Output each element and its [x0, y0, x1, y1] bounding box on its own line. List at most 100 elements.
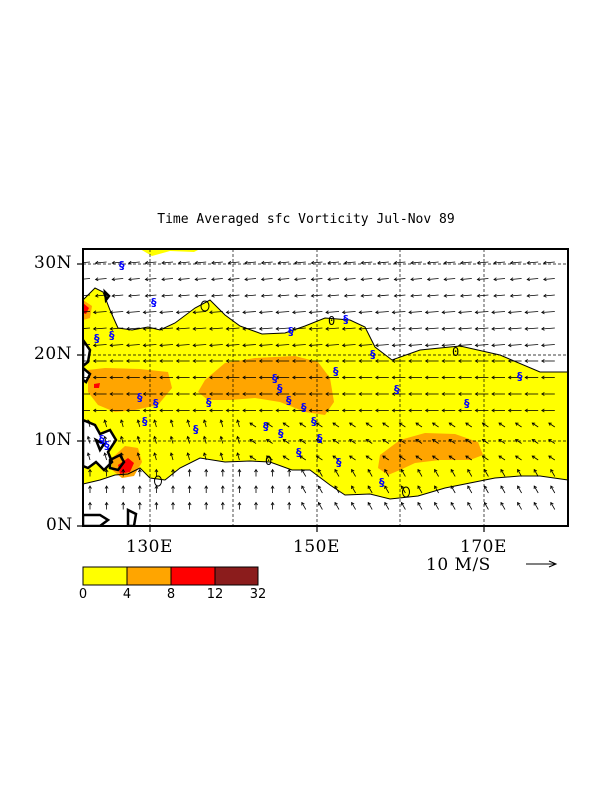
wind-vector-head [377, 277, 381, 282]
wind-vector-head [448, 455, 453, 459]
wind-vector-head [365, 455, 370, 459]
wind-vector-head [507, 359, 512, 363]
wind-vector-head [465, 455, 469, 459]
wind-vector [311, 294, 323, 297]
wind-vector [377, 278, 389, 280]
wind-vector [382, 439, 390, 444]
wind-vector [384, 469, 390, 477]
wind-vector [408, 311, 423, 313]
wind-vector-head [393, 293, 398, 298]
wind-vector-head [265, 439, 270, 443]
wind-vector [176, 344, 190, 346]
wind-vector-head [192, 326, 197, 331]
wind-vector-head [408, 359, 412, 363]
wind-vector-head [227, 293, 232, 298]
wind-vector [344, 261, 356, 264]
wind-vector-head [424, 359, 429, 363]
wind-vector [510, 261, 522, 264]
wind-vector-head [500, 485, 504, 490]
wind-vector [237, 436, 240, 444]
wind-vector-head [491, 326, 495, 331]
wind-vector [444, 294, 456, 297]
wind-vector [448, 455, 456, 461]
wind-vector [244, 278, 257, 280]
wind-vector [458, 327, 472, 330]
wind-vector [401, 485, 406, 494]
wind-vector [527, 278, 539, 280]
wind-vector [550, 485, 556, 494]
wind-vector-head [450, 468, 455, 473]
wind-vector-head [533, 501, 538, 506]
wind-vector-head [348, 422, 353, 426]
wind-vector-head [103, 419, 108, 424]
wind-vector [375, 327, 389, 330]
wind-vector [110, 344, 124, 346]
wind-vector [448, 439, 456, 444]
wind-vector [515, 439, 522, 444]
wind-vector-head [159, 326, 163, 331]
wind-vector-head [301, 468, 305, 473]
wind-vector [143, 327, 157, 330]
vorticity-fill-4-8-central [198, 356, 334, 415]
wind-vector-head [237, 485, 242, 489]
wind-vector [154, 436, 157, 444]
wind-vector-head [192, 392, 196, 396]
wind-vector [500, 485, 506, 494]
wind-vector [309, 327, 323, 330]
wind-vector [359, 311, 373, 313]
wind-vector [375, 311, 389, 313]
map-title: Time Averaged sfc Vorticity Jul-Nov 89 [157, 212, 455, 227]
wind-vector [491, 311, 506, 313]
vorticity-fill-4-8-west [88, 368, 172, 412]
wind-vector-head [375, 408, 379, 413]
wind-vector-head [153, 435, 157, 440]
wind-vector-head [204, 468, 209, 473]
wind-vector-head [308, 310, 313, 315]
wind-vector [434, 485, 439, 494]
wind-vector [498, 439, 506, 444]
wind-vector [228, 294, 240, 297]
wind-vector-head [161, 277, 165, 282]
wind-vector-head [249, 455, 254, 459]
wind-vector-head [169, 435, 174, 440]
wind-vector-head [424, 310, 429, 315]
wind-vector-head [154, 501, 159, 506]
wind-vector-head [424, 343, 429, 348]
wind-vector-head [460, 277, 464, 282]
wind-vector-head [192, 375, 196, 380]
wind-vector-head [249, 422, 254, 426]
wind-vector-head [292, 326, 296, 331]
wind-vector [309, 311, 323, 313]
wind-vector [450, 502, 456, 510]
wind-vector-head [142, 392, 147, 396]
wind-vector [525, 311, 539, 313]
wind-vector [427, 261, 439, 264]
wind-vector-head [270, 501, 275, 506]
wind-vector-head [270, 468, 275, 473]
wind-vector [442, 344, 456, 346]
wind-vector-head [308, 326, 313, 331]
wind-vector-head [441, 408, 445, 413]
wind-vector [220, 436, 224, 444]
wind-vector-head [265, 422, 270, 426]
wind-vector-head [242, 359, 246, 363]
wind-vector [525, 327, 539, 330]
wind-vector [482, 422, 489, 428]
wind-vector-head [220, 468, 225, 473]
wind-vector [242, 344, 257, 346]
wind-vector-head [398, 455, 403, 459]
wind-vector [533, 485, 539, 494]
wind-vector-head [325, 375, 329, 380]
wind-vector [460, 278, 472, 280]
wind-vector [465, 455, 473, 461]
wind-vector-head [481, 439, 486, 443]
wind-vector [384, 502, 390, 510]
wind-vector-head [415, 422, 420, 426]
colorbar-tick-12: 12 [206, 587, 224, 602]
wind-vector [417, 485, 423, 494]
wind-vector-head [400, 485, 405, 490]
wind-vector [458, 344, 472, 346]
wind-vector-head [310, 260, 315, 265]
wind-vector-head [358, 375, 362, 380]
wind-vector-head [92, 343, 97, 348]
